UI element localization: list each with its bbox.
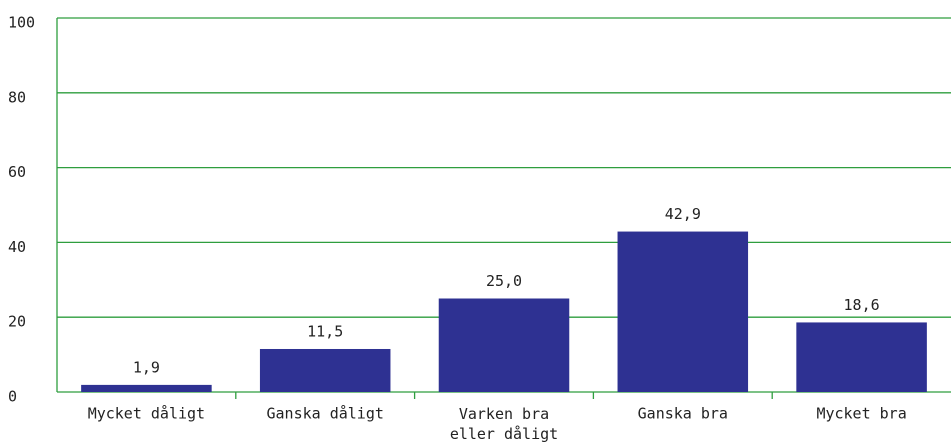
- y-tick-label: 100: [8, 14, 35, 32]
- bar: [259, 348, 391, 392]
- y-tick-label: 60: [8, 163, 26, 181]
- y-tick-label: 80: [8, 88, 26, 106]
- value-label: 42,9: [665, 205, 701, 223]
- x-tick-label: Mycket dåligt: [88, 405, 205, 423]
- x-tick-label: Ganska bra: [638, 405, 728, 423]
- bar: [796, 322, 927, 392]
- value-label: 18,6: [844, 296, 880, 314]
- y-tick-label: 40: [8, 238, 26, 256]
- x-tick-label: Mycket bra: [816, 405, 906, 423]
- value-label: 25,0: [486, 272, 522, 290]
- bar: [438, 298, 570, 392]
- x-tick-label: Ganska dåligt: [266, 405, 383, 423]
- x-tick-label: Varken bra eller dåligt: [450, 405, 558, 443]
- bar: [81, 384, 212, 392]
- value-label: 11,5: [307, 322, 343, 340]
- value-label: 1,9: [133, 358, 160, 376]
- y-tick-label: 0: [8, 388, 17, 406]
- y-tick-label: 20: [8, 313, 26, 331]
- bar: [617, 231, 749, 392]
